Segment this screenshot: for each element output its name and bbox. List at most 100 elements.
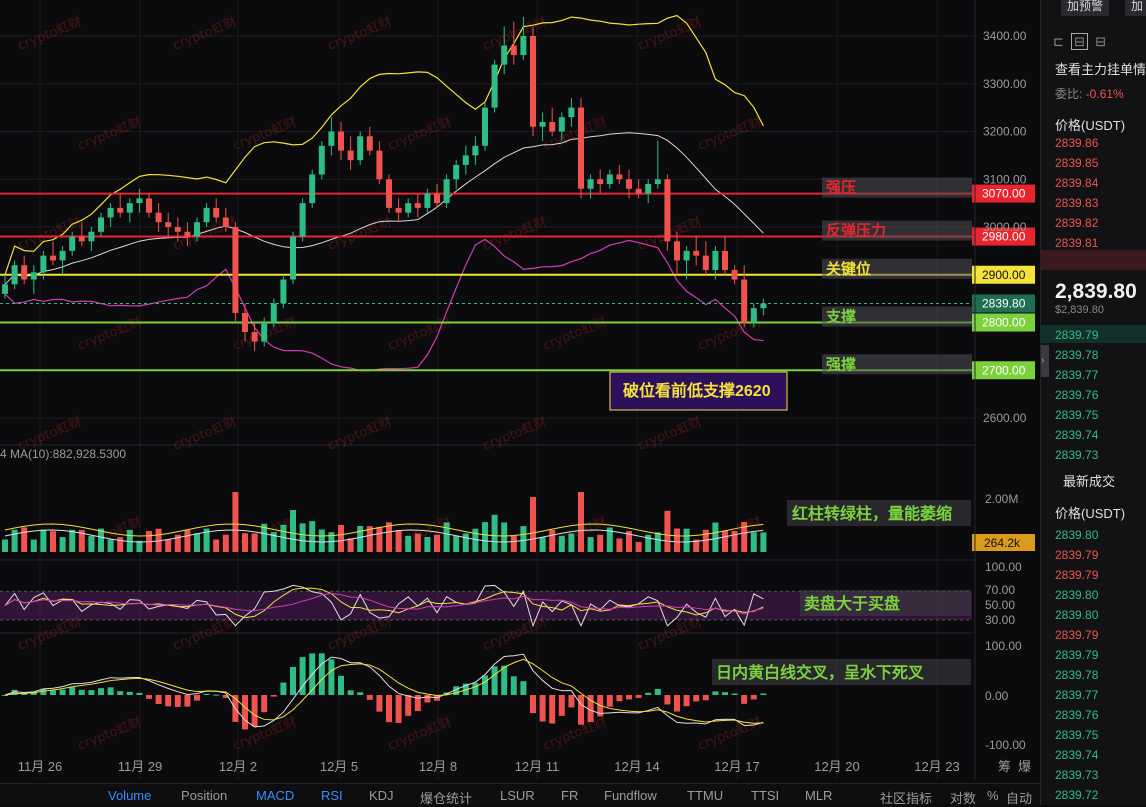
volume-ma2-line xyxy=(4,529,764,543)
macd-histogram-bar xyxy=(491,666,498,695)
macd-histogram-bar xyxy=(242,695,248,730)
macd-histogram-bar xyxy=(414,695,421,712)
volume-bar xyxy=(126,529,133,552)
macd-dea-line xyxy=(4,658,764,724)
add-alert-button[interactable]: 加预警 xyxy=(1061,0,1110,16)
bid-price[interactable]: 2839.73 xyxy=(1055,448,1099,462)
trade-price[interactable]: 2839.75 xyxy=(1055,728,1099,742)
indicator-tab-12[interactable]: 社区指标 xyxy=(880,791,933,806)
level-badge xyxy=(972,265,1035,284)
trade-price[interactable]: 2839.79 xyxy=(1055,568,1099,582)
volume-bar xyxy=(405,535,412,552)
latest-trades-title[interactable]: 最新成交 xyxy=(1063,474,1116,489)
ask-price[interactable]: 2839.82 xyxy=(1055,216,1099,230)
ask-price[interactable]: 2839.81 xyxy=(1055,236,1099,250)
indicator-tab-15[interactable]: 自动 xyxy=(1006,791,1033,806)
volume-bar xyxy=(318,529,325,552)
bid-price[interactable]: 2839.74 xyxy=(1055,428,1099,442)
annotation-text: 破位看前低支撑2620 xyxy=(623,381,771,400)
indicator-tab-10[interactable]: TTSI xyxy=(751,788,780,803)
ask-price[interactable]: 2839.84 xyxy=(1055,176,1099,190)
indicator-tab-3[interactable]: RSI xyxy=(321,788,343,803)
indicator-tab-0[interactable]: Volume xyxy=(108,788,152,803)
bid-price[interactable]: 2839.76 xyxy=(1055,388,1099,402)
volume-bar xyxy=(357,526,364,552)
ask-price[interactable]: 2839.83 xyxy=(1055,196,1099,210)
macd-histogram-bar xyxy=(472,682,479,695)
rsi-note-bg xyxy=(800,590,971,616)
trade-price[interactable]: 2839.72 xyxy=(1055,788,1099,802)
volume-bar xyxy=(510,535,517,552)
date-xtick: 12月 20 xyxy=(814,759,860,774)
panel-toolbar-icons[interactable]: ⊏ ⊟ ⊟ xyxy=(1053,33,1107,50)
volume-bar xyxy=(741,522,748,552)
trade-price[interactable]: 2839.80 xyxy=(1055,528,1099,542)
bid-price[interactable]: 2839.77 xyxy=(1055,368,1099,382)
candle-body xyxy=(242,312,248,333)
add-button[interactable]: 加 xyxy=(1125,0,1146,16)
macd-histogram-bar xyxy=(424,695,431,703)
indicator-tab-4[interactable]: KDJ xyxy=(369,788,394,803)
collapse-handle[interactable]: › xyxy=(1041,345,1049,377)
trades-price-header: 价格(USDT) xyxy=(1055,506,1126,521)
corner-label: 筹 xyxy=(998,759,1011,774)
indicator-tab-8[interactable]: Fundflow xyxy=(604,788,657,803)
macd-histogram-bar xyxy=(558,695,565,716)
indicator-tab-11[interactable]: MLR xyxy=(805,788,833,803)
ask-price[interactable]: 2839.86 xyxy=(1055,136,1099,150)
trade-price[interactable]: 2839.74 xyxy=(1055,748,1099,762)
volume-bar xyxy=(654,532,661,552)
trade-price[interactable]: 2839.79 xyxy=(1055,548,1099,562)
rsi-ytick: 50.00 xyxy=(985,598,1015,612)
level-badge-text: 2980.00 xyxy=(982,230,1026,244)
macd-histogram-bar xyxy=(222,695,229,698)
trade-price[interactable]: 2839.79 xyxy=(1055,648,1099,662)
indicator-bar: Volume Position MACD RSI KDJ 爆仓统计 LSUR FR Fundfl… xyxy=(0,783,1040,806)
trade-price[interactable]: 2839.78 xyxy=(1055,668,1099,682)
bid-price[interactable]: 2839.75 xyxy=(1055,408,1099,422)
ratio-label: 委比: xyxy=(1055,87,1083,101)
indicator-tab-13[interactable]: 对数 xyxy=(950,791,977,806)
date-xtick: 12月 14 xyxy=(614,759,660,774)
candle-body xyxy=(395,207,402,213)
macd-histogram-bar xyxy=(338,675,344,695)
bid-price[interactable]: 2839.79 xyxy=(1055,328,1099,342)
macd-histogram-bar xyxy=(510,676,517,695)
ratio-value: -0.61% xyxy=(1085,87,1124,101)
volume-bar xyxy=(50,531,56,552)
indicator-tab-14[interactable]: % xyxy=(987,788,999,803)
indicator-tab-1[interactable]: Position xyxy=(181,788,228,803)
candle-body xyxy=(760,303,767,309)
volume-bar xyxy=(261,523,268,552)
trade-price[interactable]: 2839.80 xyxy=(1055,608,1099,622)
indicator-tab-9[interactable]: TTMU xyxy=(687,788,724,803)
indicator-tab-5[interactable]: 爆仓统计 xyxy=(420,791,473,806)
candle-body xyxy=(184,231,191,237)
candle-body xyxy=(30,272,37,280)
price-chart[interactable]: crypto虹财 crypto虹财 crypto虹财 crypto虹财 crypto虹财… xyxy=(0,0,1040,805)
candle-body xyxy=(98,217,104,232)
ask-price[interactable]: 2839.85 xyxy=(1055,156,1099,170)
volume-bar xyxy=(501,522,508,552)
candle-body xyxy=(357,136,364,161)
macd-histogram-bar xyxy=(578,695,584,725)
volume-bar xyxy=(59,537,66,552)
trade-price[interactable]: 2839.79 xyxy=(1055,628,1099,642)
macd-ytick: 0.00 xyxy=(985,689,1009,703)
trade-price[interactable]: 2839.77 xyxy=(1055,688,1099,702)
candle-body xyxy=(462,155,469,165)
candle-body xyxy=(117,207,124,213)
volume-bar xyxy=(731,531,738,552)
volume-bar xyxy=(338,524,344,552)
macd-histogram-bar xyxy=(251,695,258,727)
trade-price[interactable]: 2839.80 xyxy=(1055,588,1099,602)
indicator-tab-2[interactable]: MACD xyxy=(256,788,295,803)
bid-price[interactable]: 2839.78 xyxy=(1055,348,1099,362)
level-label: 强撑 xyxy=(826,355,856,373)
indicator-tab-7[interactable]: FR xyxy=(561,788,579,803)
orderbook-title[interactable]: 查看主力挂单情 xyxy=(1055,62,1146,77)
indicator-tab-6[interactable]: LSUR xyxy=(500,788,535,803)
volume-bar xyxy=(232,492,239,552)
trade-price[interactable]: 2839.76 xyxy=(1055,708,1099,722)
trade-price[interactable]: 2839.73 xyxy=(1055,768,1099,782)
